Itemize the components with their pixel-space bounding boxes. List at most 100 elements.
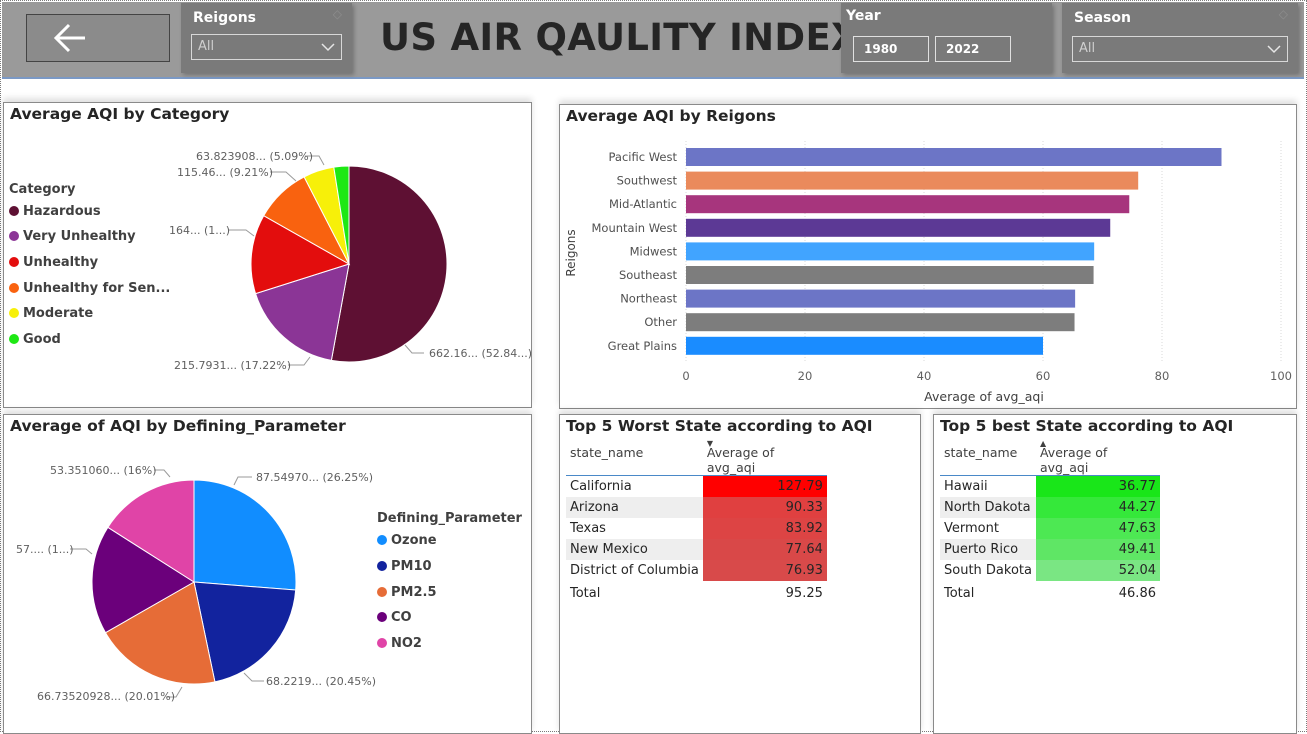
back-button[interactable] — [26, 14, 170, 62]
avg-aqi-cell: 44.27 — [1035, 497, 1160, 518]
best-states-table: state_name ▲ Average of avg_aqi Hawaii 36.… — [940, 439, 1160, 604]
column-header-state[interactable]: state_name — [570, 445, 644, 460]
x-tick-label: 20 — [798, 369, 813, 383]
legend-dot — [377, 638, 387, 648]
total-label: Total — [570, 586, 601, 601]
bar-other[interactable] — [686, 313, 1075, 332]
parameter-pie-panel: Average of AQI by Defining_Parameter Def… — [3, 414, 532, 734]
legend-item-good[interactable]: Good — [9, 332, 61, 347]
column-header-avg[interactable]: ▼ Average of avg_aqi — [703, 439, 827, 476]
total-value: 95.25 — [785, 586, 823, 601]
legend-item-unhealthy-sensitive[interactable]: Unhealthy for Sen... — [9, 281, 170, 296]
pie-slice-unhealthy[interactable] — [250, 214, 351, 295]
bar-mid-atlantic[interactable] — [686, 195, 1130, 214]
total-value: 46.86 — [1118, 586, 1156, 601]
bar-southwest[interactable] — [686, 171, 1139, 190]
table-row[interactable]: Texas 83.92 — [566, 518, 827, 539]
pie-slice-pm10[interactable] — [193, 581, 297, 683]
bar-mountain-west[interactable] — [686, 218, 1111, 237]
pie-slice-co[interactable] — [91, 526, 195, 634]
state-name-cell: South Dakota — [940, 560, 1036, 581]
legend-item-pm10[interactable]: PM10 — [377, 559, 432, 574]
pie-slice-hazardous[interactable] — [330, 165, 448, 363]
avg-aqi-cell: 76.93 — [702, 560, 827, 581]
table-row[interactable]: District of Columbia 76.93 — [566, 560, 827, 581]
category-label: Southeast — [619, 268, 678, 282]
table-row[interactable]: Hawaii 36.77 — [940, 475, 1160, 497]
slice-label-very-unhealthy: 215.7931... (17.22%) — [174, 359, 291, 372]
bar-great-plains[interactable] — [686, 336, 1043, 355]
pie-slice-very-unhealthy[interactable] — [254, 263, 350, 361]
legend-item-moderate[interactable]: Moderate — [9, 306, 93, 321]
bar-southeast[interactable] — [686, 266, 1094, 284]
legend-item-very-unhealthy[interactable]: Very Unhealthy — [9, 229, 136, 244]
avg-aqi-cell: 47.63 — [1035, 518, 1160, 539]
column-header-avg-label: Average of avg_aqi — [706, 445, 775, 475]
parameter-legend-title: Defining_Parameter — [377, 511, 522, 526]
avg-aqi-cell: 77.64 — [702, 539, 827, 560]
state-name-cell: Vermont — [940, 518, 1036, 539]
legend-item-ozone[interactable]: Ozone — [377, 533, 437, 548]
year-from-input[interactable]: 1980 — [853, 36, 929, 62]
state-name-cell: Hawaii — [940, 475, 1036, 497]
category-pie-chart: 63.823908... (5.09%) 115.46... (9.21%) 1… — [169, 150, 531, 372]
table-row[interactable]: South Dakota 52.04 — [940, 560, 1160, 581]
slice-label-moderate: 63.823908... (5.09%) — [196, 150, 313, 163]
legend-label: Moderate — [23, 306, 94, 321]
legend-item-hazardous[interactable]: Hazardous — [9, 204, 101, 219]
table-row[interactable]: New Mexico 77.64 — [566, 539, 827, 560]
legend-item-pm25[interactable]: PM2.5 — [377, 585, 437, 600]
season-slicer: Season ◇ All — [1062, 3, 1298, 73]
eraser-icon[interactable]: ◇ — [332, 7, 342, 21]
pie-slice-good[interactable] — [333, 165, 350, 265]
worst-states-panel: Top 5 Worst State according to AQI state… — [559, 414, 921, 734]
legend-item-no2[interactable]: NO2 — [377, 636, 422, 651]
legend-label: Hazardous — [23, 204, 101, 219]
legend-label: Ozone — [391, 533, 437, 548]
column-header-avg[interactable]: ▲ Average of avg_aqi — [1036, 439, 1160, 476]
column-header-state[interactable]: state_name — [944, 445, 1018, 460]
season-dropdown-value: All — [1079, 41, 1096, 56]
x-axis-label: Average of avg_aqi — [924, 389, 1044, 404]
table-row[interactable]: Vermont 47.63 — [940, 518, 1160, 539]
regions-bar-title: Average AQI by Reigons — [566, 107, 776, 125]
category-label: Northeast — [620, 292, 677, 306]
x-tick-label: 0 — [682, 369, 689, 383]
eraser-icon[interactable]: ◇ — [1278, 7, 1288, 21]
column-header-avg-label: Average of avg_aqi — [1039, 445, 1108, 475]
bar-northeast[interactable] — [686, 289, 1076, 308]
pie-slice-pm25[interactable] — [104, 581, 216, 685]
table-header-row: state_name ▲ Average of avg_aqi — [940, 439, 1160, 476]
legend-item-co[interactable]: CO — [377, 610, 412, 625]
legend-label: CO — [391, 610, 412, 625]
category-label: Pacific West — [609, 150, 678, 164]
regions-dropdown[interactable]: All — [191, 34, 342, 60]
avg-aqi-cell: 52.04 — [1035, 560, 1160, 581]
regions-bar-panel: Average AQI by Reigons Pacific West South… — [559, 104, 1297, 409]
table-row[interactable]: Arizona 90.33 — [566, 497, 827, 518]
legend-item-unhealthy[interactable]: Unhealthy — [9, 255, 98, 270]
chevron-down-icon — [1267, 45, 1281, 54]
state-name-cell: Puerto Rico — [940, 539, 1036, 560]
label-leader-lines — [70, 469, 264, 698]
table-row[interactable]: Puerto Rico 49.41 — [940, 539, 1160, 560]
state-name-cell: Arizona — [566, 497, 703, 518]
bar-pacific-west[interactable] — [686, 148, 1222, 166]
table-row[interactable]: California 127.79 — [566, 475, 827, 497]
regions-bar-chart: Pacific West Southwest Mid-Atlantic Mountai… — [564, 141, 1292, 404]
avg-aqi-cell: 49.41 — [1035, 539, 1160, 560]
state-name-cell: California — [566, 475, 703, 497]
slice-label-pm25: 66.73520928... (20.01%) — [37, 690, 175, 703]
category-pie-panel: Average AQI by Category Category Hazardo… — [3, 102, 532, 408]
pie-slice-no2[interactable] — [107, 479, 195, 583]
pie-slice-ozone[interactable] — [193, 479, 297, 591]
table-row[interactable]: North Dakota 44.27 — [940, 497, 1160, 518]
category-legend-title: Category — [9, 182, 76, 197]
legend-label: Good — [23, 332, 61, 347]
best-states-title: Top 5 best State according to AQI — [940, 417, 1234, 435]
year-to-input[interactable]: 2022 — [935, 36, 1011, 62]
bar-midwest[interactable] — [686, 242, 1095, 261]
legend-dot — [9, 334, 19, 344]
legend-dot — [377, 612, 387, 622]
season-dropdown[interactable]: All — [1072, 36, 1288, 62]
